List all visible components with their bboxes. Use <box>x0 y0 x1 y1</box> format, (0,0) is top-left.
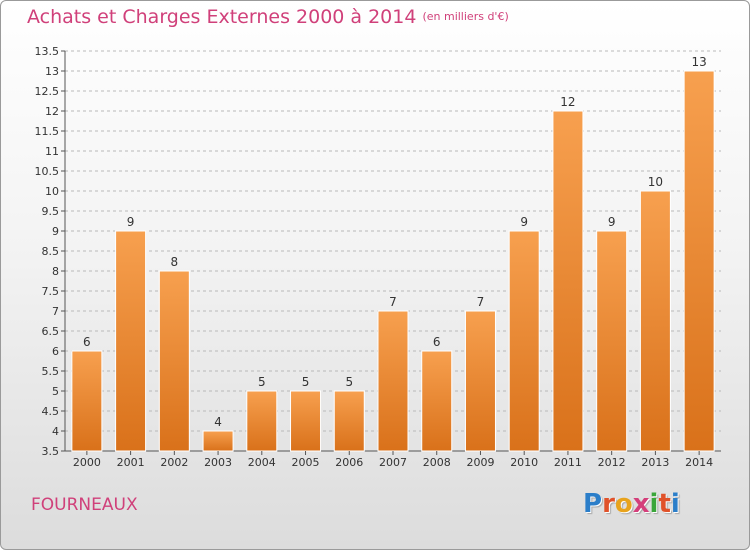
x-tick-label: 2002 <box>160 456 188 469</box>
bar <box>639 190 671 452</box>
y-tick-label: 11 <box>45 145 59 158</box>
y-tick-label: 10.5 <box>35 165 60 178</box>
y-tick-label: 4.5 <box>42 405 60 418</box>
x-tick-label: 2007 <box>379 456 407 469</box>
y-tick-label: 12.5 <box>35 85 60 98</box>
y-tick-label: 8 <box>52 265 59 278</box>
y-tick-label: 8.5 <box>42 245 60 258</box>
y-tick-label: 9.5 <box>42 205 60 218</box>
logo-letter: t <box>658 489 671 519</box>
x-tick-label: 2013 <box>641 456 669 469</box>
bar-value-label: 6 <box>83 335 91 349</box>
bar <box>552 110 584 452</box>
y-tick-label: 5 <box>52 385 59 398</box>
proxiti-logo: Proxiti <box>583 489 680 519</box>
bar-value-label: 7 <box>477 295 485 309</box>
bar-value-label: 9 <box>127 215 135 229</box>
bar <box>246 390 278 452</box>
bar <box>202 430 234 452</box>
x-tick-label: 2006 <box>335 456 363 469</box>
city-name: FOURNEAUX <box>31 495 138 515</box>
x-tick-label: 2014 <box>685 456 713 469</box>
chart-title-text: Achats et Charges Externes 2000 à 2014 <box>27 6 417 28</box>
y-tick-label: 13.5 <box>35 45 60 58</box>
bar-value-label: 7 <box>389 295 397 309</box>
y-tick-label: 7.5 <box>42 285 60 298</box>
x-tick-label: 2010 <box>510 456 538 469</box>
bar-value-label: 6 <box>433 335 441 349</box>
chart-title: Achats et Charges Externes 2000 à 2014 (e… <box>27 6 509 28</box>
bar <box>421 350 453 452</box>
x-tick-label: 2009 <box>466 456 494 469</box>
bar-value-label: 5 <box>345 375 353 389</box>
y-tick-label: 7 <box>52 305 59 318</box>
y-tick-label: 3.5 <box>42 445 60 458</box>
y-tick-label: 4 <box>52 425 59 438</box>
logo-letter: r <box>602 489 615 519</box>
y-tick-label: 6 <box>52 345 59 358</box>
x-tick-label: 2005 <box>292 456 320 469</box>
bar-value-label: 5 <box>258 375 266 389</box>
bar <box>377 310 409 452</box>
bar-value-label: 13 <box>691 55 706 69</box>
bar <box>596 230 628 452</box>
x-tick-label: 2000 <box>73 456 101 469</box>
x-tick-label: 2001 <box>117 456 145 469</box>
x-tick-label: 2011 <box>554 456 582 469</box>
logo-letter: i <box>649 489 659 519</box>
y-tick-label: 12 <box>45 105 59 118</box>
y-tick-label: 6.5 <box>42 325 60 338</box>
bar <box>71 350 103 452</box>
logo-letter: i <box>670 489 680 519</box>
bar-value-label: 9 <box>608 215 616 229</box>
bar-value-label: 10 <box>648 175 663 189</box>
y-tick-label: 10 <box>45 185 59 198</box>
bar <box>158 270 190 452</box>
y-tick-label: 11.5 <box>35 125 60 138</box>
bar-value-label: 9 <box>520 215 528 229</box>
bar-value-label: 4 <box>214 415 222 429</box>
bar <box>683 70 715 452</box>
x-tick-label: 2004 <box>248 456 276 469</box>
y-tick-label: 5.5 <box>42 365 60 378</box>
logo-letter: x <box>632 489 650 519</box>
bar <box>333 390 365 452</box>
bar <box>290 390 322 452</box>
bar <box>508 230 540 452</box>
bar-value-label: 5 <box>302 375 310 389</box>
bar-value-label: 8 <box>171 255 179 269</box>
logo-letter: o <box>614 489 633 519</box>
y-tick-label: 13 <box>45 65 59 78</box>
chart-unit: (en milliers d'€) <box>422 10 509 23</box>
bar-value-label: 12 <box>560 95 575 109</box>
x-tick-label: 2003 <box>204 456 232 469</box>
bar <box>115 230 147 452</box>
x-tick-label: 2012 <box>598 456 626 469</box>
x-tick-label: 2008 <box>423 456 451 469</box>
y-tick-label: 9 <box>52 225 59 238</box>
bar <box>464 310 496 452</box>
logo-letter: P <box>583 489 603 519</box>
